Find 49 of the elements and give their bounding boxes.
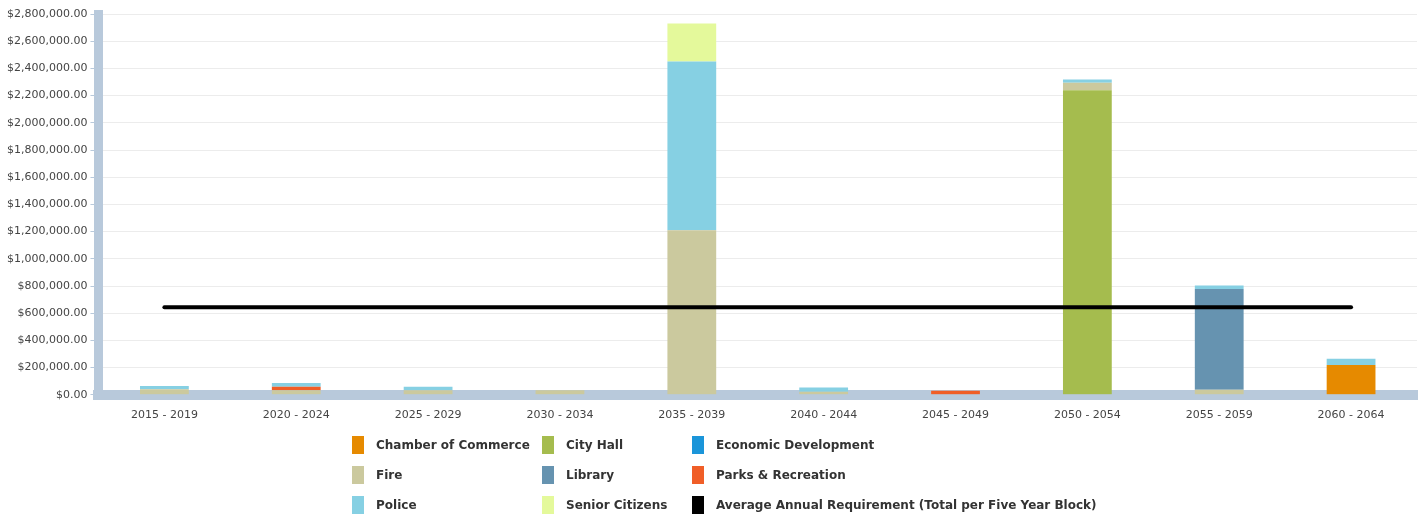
bar	[667, 230, 717, 395]
x-tick-label: 2055 - 2059	[1185, 408, 1253, 422]
x-tick-label: 2015 - 2019	[130, 408, 198, 422]
legend-label: Police	[376, 498, 417, 512]
bar	[403, 390, 453, 395]
x-tick-label: 2040 - 2044	[790, 408, 858, 422]
y-tick-label: $1,400,000.00	[6, 197, 88, 211]
y-tick-label: $1,000,000.00	[6, 251, 88, 265]
y-tick-label: $400,000.00	[17, 333, 88, 347]
y-tick-label: $1,600,000.00	[6, 170, 88, 184]
y-tick-label: $2,800,000.00	[6, 6, 88, 20]
x-tick-label: 2030 - 2034	[526, 408, 594, 422]
bar	[535, 390, 585, 395]
bar	[1326, 358, 1376, 365]
bar	[667, 61, 717, 231]
bar	[1062, 82, 1112, 91]
y-tick-label: $2,000,000.00	[6, 115, 88, 129]
y-tick-label: $200,000.00	[17, 360, 88, 374]
y-tick-label: $2,600,000.00	[6, 34, 88, 48]
y-tick-label: $600,000.00	[17, 306, 88, 320]
bar	[799, 387, 849, 392]
legend-label: City Hall	[566, 438, 624, 452]
y-tick-label: $0.00	[55, 387, 88, 401]
bar	[1062, 90, 1112, 395]
legend-label: Parks & Recreation	[716, 468, 846, 482]
bar	[271, 390, 321, 395]
y-tick-label: $2,400,000.00	[6, 61, 88, 75]
legend-label: Chamber of Commerce	[376, 438, 530, 452]
bar	[1194, 288, 1244, 390]
bar	[1326, 364, 1376, 395]
y-tick-label: $800,000.00	[17, 278, 88, 292]
legend-label: Economic Development	[716, 438, 875, 452]
y-tick-label: $1,200,000.00	[6, 224, 88, 238]
x-tick-label: 2035 - 2039	[658, 408, 726, 422]
legend-label: Senior Citizens	[566, 498, 668, 512]
legend-label: Fire	[376, 468, 403, 482]
bar	[667, 23, 717, 62]
bar	[1062, 79, 1112, 83]
legend-label: Average Annual Requirement (Total per Five Year Block)	[716, 498, 1097, 512]
x-tick-label: 2020 - 2024	[262, 408, 330, 422]
x-tick-label: 2060 - 2064	[1317, 408, 1385, 422]
x-tick-label: 2025 - 2029	[394, 408, 462, 422]
bar	[140, 389, 189, 395]
x-tick-label: 2045 - 2049	[922, 408, 989, 422]
y-tick-label: $1,800,000.00	[6, 142, 88, 156]
bar	[271, 382, 321, 387]
y-tick-label: $2,200,000.00	[6, 88, 88, 102]
x-tick-label: 2050 - 2054	[1053, 408, 1121, 422]
legend-label: Library	[566, 468, 615, 482]
